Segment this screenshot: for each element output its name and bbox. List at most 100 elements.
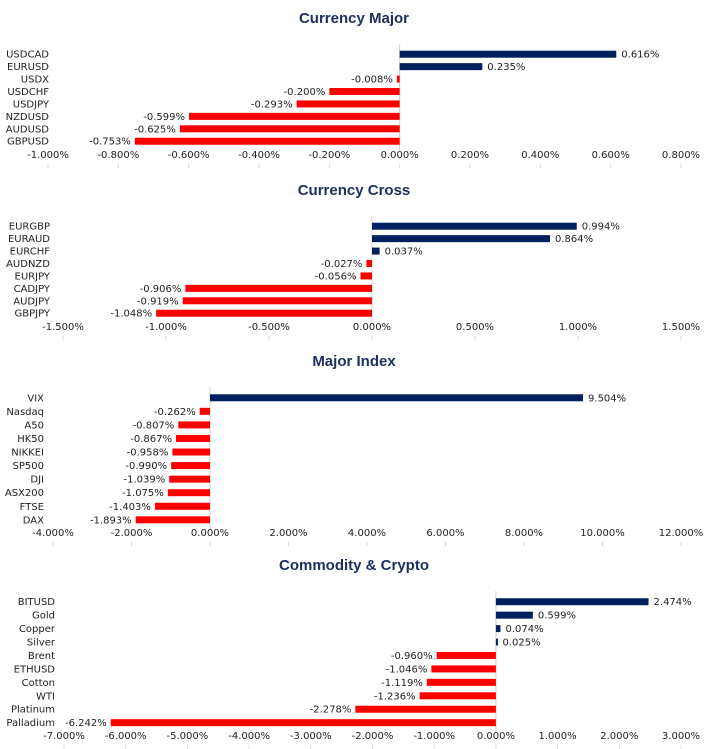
x-tick-label: -2.000% — [352, 731, 394, 742]
category-label: EURGBP — [9, 222, 50, 233]
category-label: HK50 — [17, 434, 44, 445]
value-label: -1.893% — [90, 515, 132, 526]
x-tick-label: 4.000% — [348, 528, 386, 539]
bar — [296, 100, 400, 108]
bar — [399, 50, 617, 58]
x-tick-label: 10.000% — [580, 528, 625, 539]
category-label: USDCHF — [7, 87, 49, 98]
category-label: EURUSD — [7, 62, 49, 73]
bar — [372, 247, 380, 255]
bar — [182, 297, 372, 305]
chart-title: Currency Major — [299, 10, 409, 27]
value-label: 0.025% — [502, 638, 540, 649]
x-tick-label: 0.000% — [353, 322, 391, 333]
x-tick-label: 0.200% — [451, 150, 489, 161]
category-label: FTSE — [20, 502, 44, 513]
bar — [419, 692, 496, 700]
x-tick-label: -1.000% — [145, 322, 187, 333]
category-label: EURAUD — [8, 234, 50, 245]
category-label: BITUSD — [18, 597, 56, 608]
value-label: -1.075% — [122, 488, 164, 499]
category-label: Palladium — [6, 718, 55, 729]
value-label: -0.807% — [133, 420, 175, 431]
bar — [171, 462, 210, 470]
x-tick-label: -1.000% — [413, 731, 455, 742]
x-tick-label: 0.400% — [521, 150, 559, 161]
bar — [169, 475, 210, 483]
value-label: -0.906% — [140, 284, 182, 295]
bar — [134, 137, 400, 145]
bar — [366, 260, 372, 268]
major-index-chart: Major Index -4.000% -2.000% 0.000% 2.000% 4.… — [5, 353, 703, 546]
value-label: -0.867% — [130, 434, 172, 445]
x-tick-label: 0.600% — [592, 150, 630, 161]
value-label: -0.625% — [134, 124, 176, 135]
value-label: -0.056% — [315, 271, 357, 282]
bar — [175, 434, 210, 442]
category-label: Silver — [27, 638, 56, 649]
bar — [372, 235, 550, 243]
x-tick-label: 1.000% — [559, 322, 597, 333]
bar — [436, 651, 496, 659]
value-label: -1.039% — [123, 475, 165, 486]
value-label: -1.046% — [386, 664, 428, 675]
commodity-crypto-chart: Commodity & Crypto -7.000% -6.000% -5.000%… — [6, 557, 700, 749]
chart-title: Currency Cross — [298, 182, 411, 199]
category-label: USDCAD — [6, 50, 49, 61]
x-tick-label: 0.500% — [456, 322, 494, 333]
category-label: ETHUSD — [14, 664, 56, 675]
bar — [167, 489, 210, 497]
x-tick-label: 0.800% — [662, 150, 700, 161]
category-label: Platinum — [11, 705, 55, 716]
value-label: 0.864% — [555, 234, 593, 245]
bar — [178, 421, 210, 429]
x-tick-label: -3.000% — [290, 731, 332, 742]
bar — [495, 638, 498, 646]
bar — [154, 502, 210, 510]
x-tick-label: -1.000% — [27, 150, 69, 161]
value-label: -0.200% — [284, 87, 326, 98]
category-label: GBPUSD — [7, 137, 49, 148]
x-tick-label: -2.000% — [111, 528, 153, 539]
bar — [399, 63, 483, 71]
category-label: VIX — [27, 393, 44, 404]
value-label: 0.074% — [505, 624, 543, 635]
x-tick-label: -4.000% — [32, 528, 74, 539]
bar — [210, 394, 584, 402]
category-label: AUDJPY — [13, 296, 51, 307]
category-label: Nasdaq — [6, 407, 44, 418]
bar — [185, 284, 372, 292]
category-label: Cotton — [22, 678, 55, 689]
x-tick-label: 6.000% — [426, 528, 464, 539]
category-label: AUDUSD — [6, 124, 50, 135]
x-tick-label: -7.000% — [43, 731, 85, 742]
currency-cross-chart: Currency Cross -1.500% -1.000% -0.500% 0.00… — [6, 182, 700, 340]
x-tick-label: -0.500% — [248, 322, 290, 333]
bar — [495, 611, 533, 619]
x-tick-label: 1.500% — [662, 322, 700, 333]
category-label: USDJPY — [13, 99, 50, 110]
bar — [179, 125, 400, 133]
category-label: EURCHF — [10, 247, 51, 258]
x-tick-label: 8.000% — [505, 528, 543, 539]
value-label: -1.048% — [110, 309, 152, 320]
bar — [172, 448, 210, 456]
x-tick-label: 1.000% — [539, 731, 577, 742]
bar — [329, 88, 400, 96]
category-label: ASX200 — [5, 488, 44, 499]
category-label: WTI — [36, 691, 55, 702]
bar — [189, 112, 400, 120]
value-label: -0.958% — [127, 448, 169, 459]
bar — [426, 678, 496, 686]
x-tick-label: 2.000% — [600, 731, 638, 742]
chart-title: Major Index — [312, 353, 396, 370]
x-tick-label: -0.800% — [97, 150, 139, 161]
x-tick-label: 0.000% — [191, 528, 229, 539]
value-label: -6.242% — [65, 718, 107, 729]
category-label: SP500 — [13, 461, 44, 472]
bar — [372, 222, 577, 230]
bar — [199, 407, 210, 415]
chart-title: Commodity & Crypto — [279, 557, 429, 574]
x-tick-label: -0.400% — [238, 150, 280, 161]
